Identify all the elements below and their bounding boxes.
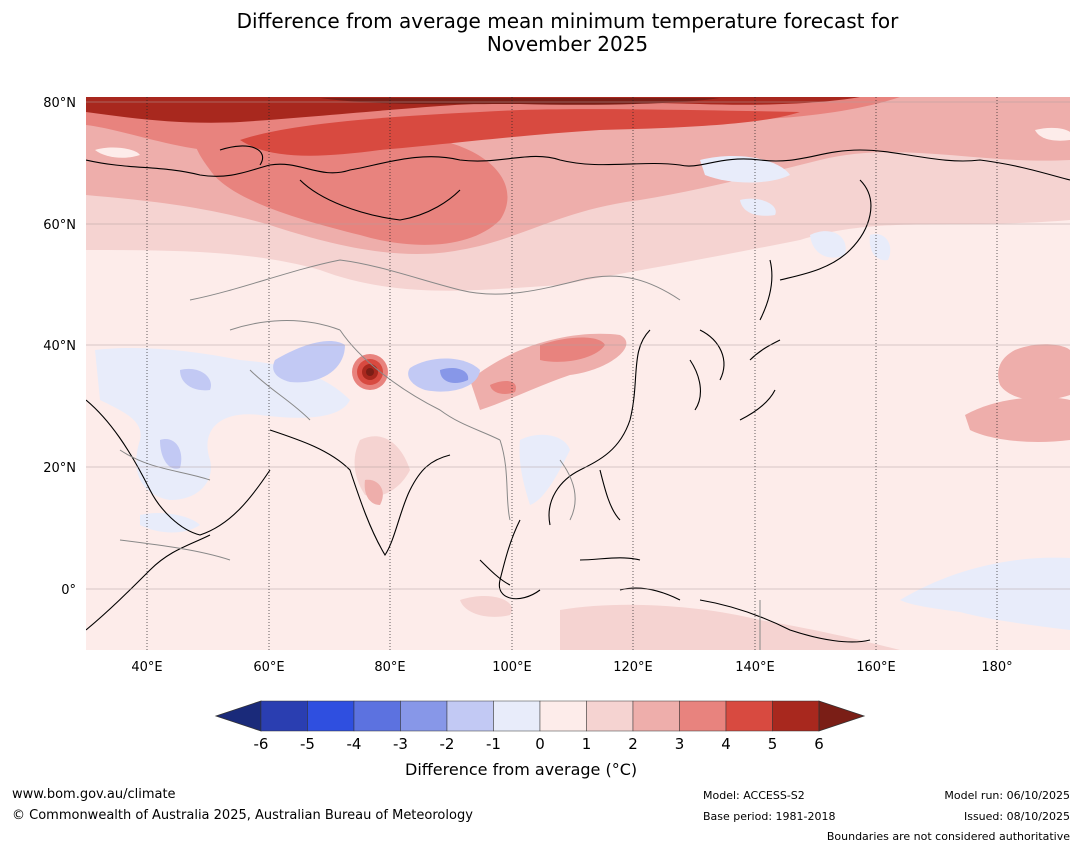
lat-label-60n: 60°N xyxy=(43,218,76,233)
lon-label-80e: 80°E xyxy=(374,660,405,675)
colorbar-swatch xyxy=(493,700,541,732)
lon-label-180: 180° xyxy=(981,660,1012,675)
colorbar-label: Difference from average (°C) xyxy=(405,760,638,779)
latitude-gridlines xyxy=(86,101,1070,590)
map-area xyxy=(86,97,1070,650)
footer-website: www.bom.gov.au/climate xyxy=(12,787,176,802)
lon-label-120e: 120°E xyxy=(613,660,653,675)
title-line-2: November 2025 xyxy=(486,32,649,56)
longitude-labels: 40°E 60°E 80°E 100°E 120°E 140°E 160°E 1… xyxy=(131,660,1012,675)
colorbar-tick-label: 0 xyxy=(535,735,545,753)
longitude-gridlines xyxy=(146,97,998,650)
colorbar-swatch xyxy=(772,700,820,732)
lat-label-40n: 40°N xyxy=(43,339,76,354)
lat-label-20n: 20°N xyxy=(43,461,76,476)
colorbar-under-arrow xyxy=(214,700,262,732)
colorbar-tick-label: 2 xyxy=(628,735,638,753)
lon-label-160e: 160°E xyxy=(856,660,896,675)
map-title: Difference from average mean minimum tem… xyxy=(0,10,1081,56)
colorbar-tick-label: -4 xyxy=(347,735,362,753)
footer-model-run: Model run: 06/10/2025 xyxy=(944,789,1070,802)
colorbar-over-arrow xyxy=(818,700,866,732)
footer-model: Model: ACCESS-S2 xyxy=(703,789,805,802)
country-borders xyxy=(119,259,761,650)
colorbar-tick-label: 4 xyxy=(721,735,731,753)
colorbar-swatch xyxy=(539,700,587,732)
lat-label-80n: 80°N xyxy=(43,96,76,111)
footer-copyright: © Commonwealth of Australia 2025, Austra… xyxy=(12,808,473,823)
colorbar-swatch xyxy=(446,700,494,732)
colorbar-swatch xyxy=(632,700,680,732)
title-line-1: Difference from average mean minimum tem… xyxy=(236,9,899,33)
colorbar-tick-label: -2 xyxy=(440,735,455,753)
lon-label-140e: 140°E xyxy=(735,660,775,675)
lon-label-60e: 60°E xyxy=(253,660,284,675)
colorbar-swatch xyxy=(353,700,401,732)
footer-disclaimer: Boundaries are not considered authoritat… xyxy=(826,830,1070,843)
colorbar-swatch xyxy=(725,700,773,732)
colorbar-tick-label: 3 xyxy=(675,735,685,753)
colorbar-tick-label: 1 xyxy=(582,735,592,753)
colorbar-swatch xyxy=(586,700,634,732)
latitude-labels: 80°N 60°N 40°N 20°N 0° xyxy=(43,96,76,598)
colorbar-swatch xyxy=(307,700,355,732)
colorbar-tick-label: -6 xyxy=(254,735,269,753)
colorbar: -6 -5 -4 -3 -2 -1 0 1 2 3 4 5 6 xyxy=(214,700,866,753)
lat-label-0: 0° xyxy=(61,583,76,598)
colorbar-swatch xyxy=(400,700,448,732)
lon-label-40e: 40°E xyxy=(131,660,162,675)
footer-issued: Issued: 08/10/2025 xyxy=(963,810,1070,823)
colorbar-tick-label: -3 xyxy=(393,735,408,753)
colorbar-tick-label: -5 xyxy=(300,735,315,753)
colorbar-tick-label: -1 xyxy=(486,735,501,753)
footer-base-period: Base period: 1981-2018 xyxy=(703,810,836,823)
colorbar-tick-label: 6 xyxy=(814,735,824,753)
lon-label-100e: 100°E xyxy=(492,660,532,675)
colorbar-swatch xyxy=(679,700,727,732)
colorbar-swatch xyxy=(260,700,308,732)
colorbar-tick-label: 5 xyxy=(768,735,778,753)
